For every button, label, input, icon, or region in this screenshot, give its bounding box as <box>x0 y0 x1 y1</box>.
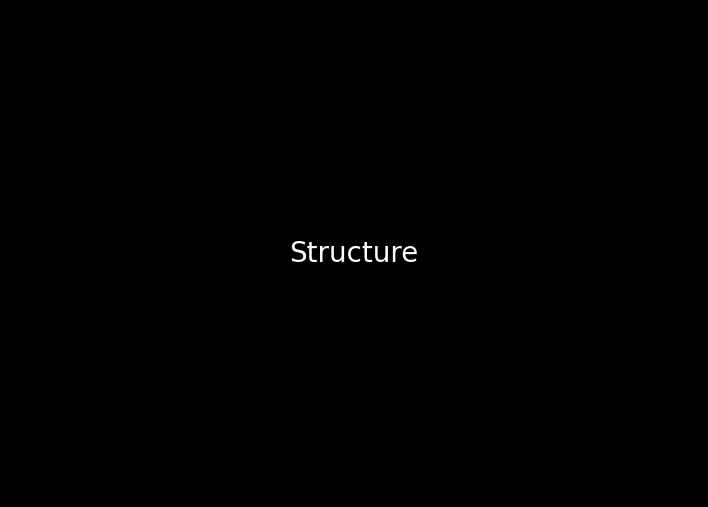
Text: Structure: Structure <box>290 240 418 268</box>
